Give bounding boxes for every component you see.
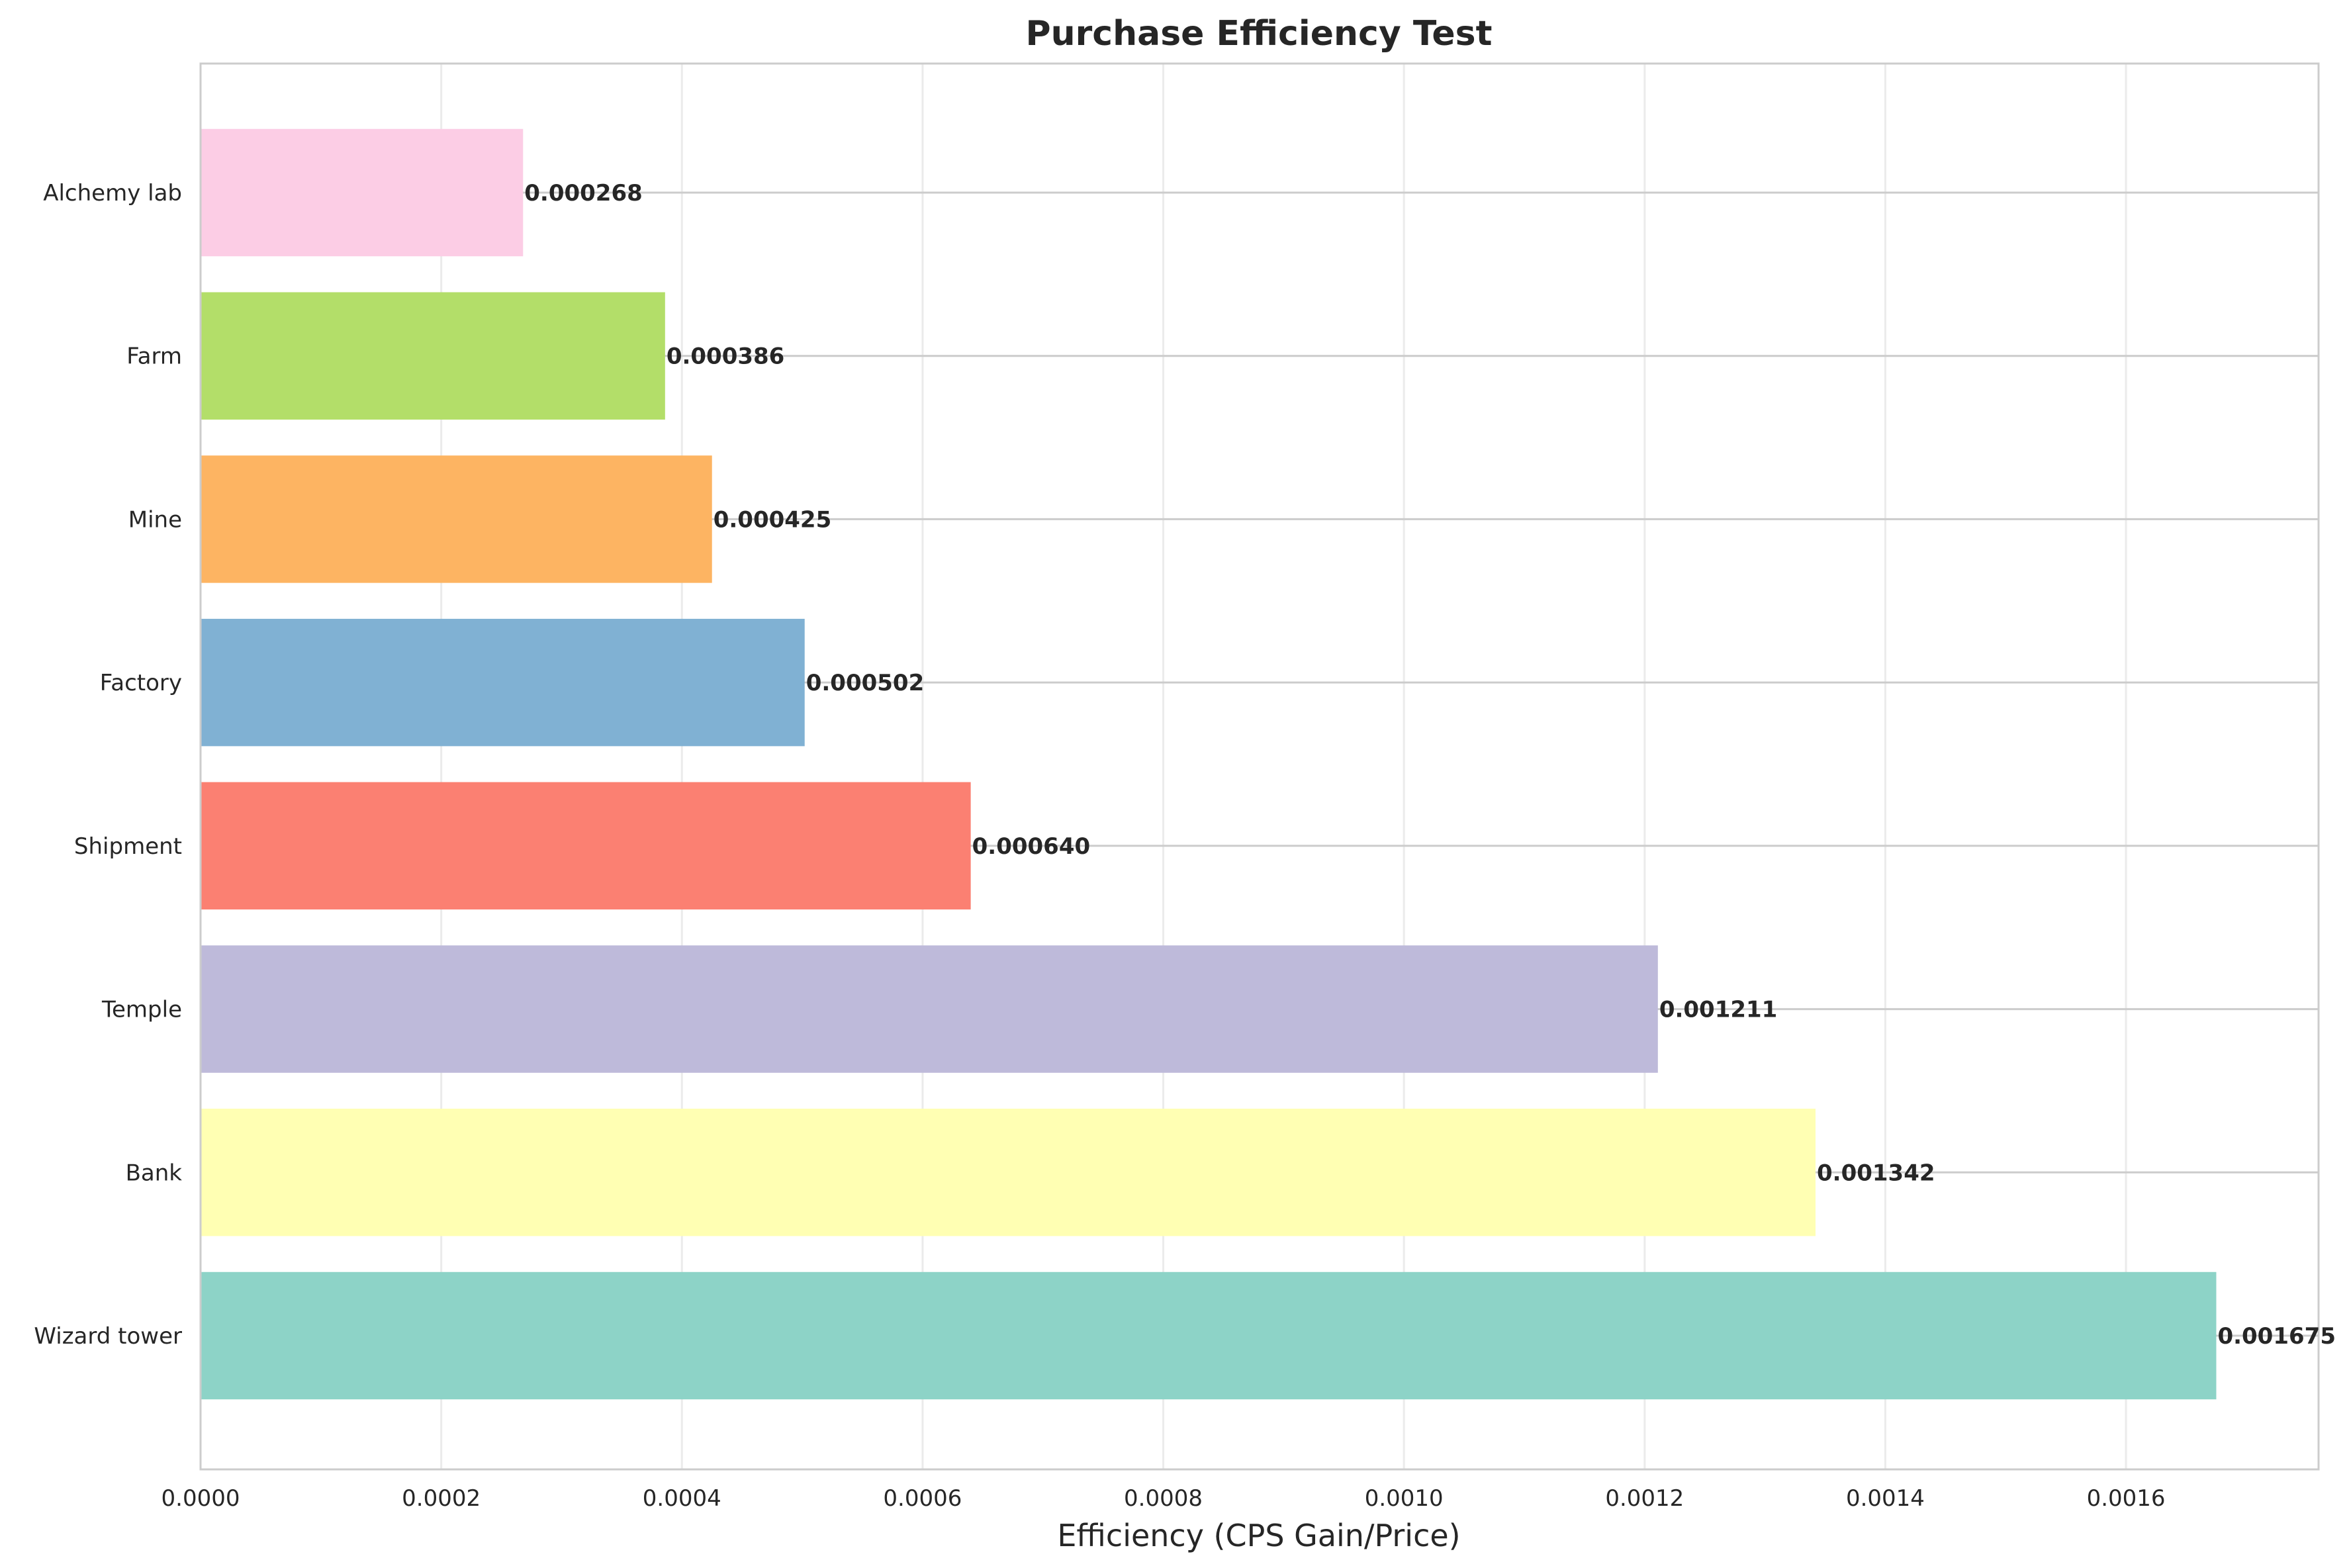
x-tick-label: 0.0010	[1365, 1485, 1444, 1512]
y-tick-label: Temple	[101, 997, 182, 1023]
y-tick-label: Mine	[128, 506, 182, 533]
bar	[201, 782, 971, 910]
y-tick-label: Alchemy lab	[43, 180, 182, 207]
bar	[201, 1109, 1816, 1236]
bars	[201, 128, 2217, 1400]
data-label: 0.000386	[667, 344, 785, 370]
data-labels: 0.001675 0.001342 0.001211 0.000640 0.000502…	[524, 180, 2336, 1350]
x-axis-label: Efficiency (CPS Gain/Price)	[1057, 1518, 1460, 1553]
bar	[201, 1271, 2217, 1400]
y-tick-label: Bank	[126, 1160, 183, 1186]
y-tick-label: Farm	[126, 344, 182, 370]
bar	[201, 128, 524, 257]
plot-frame	[199, 62, 2320, 1471]
data-label: 0.000502	[806, 670, 925, 696]
x-tick-label: 0.0000	[161, 1485, 240, 1512]
bar	[201, 618, 805, 747]
x-tick-label: 0.0008	[1124, 1485, 1203, 1512]
x-tick-label: 0.0014	[1846, 1485, 1925, 1512]
data-label: 0.001675	[2217, 1323, 2336, 1350]
data-label: 0.001342	[1817, 1160, 1935, 1186]
data-label: 0.000425	[714, 506, 832, 533]
data-label: 0.001211	[1659, 997, 1778, 1023]
y-tick-label: Wizard tower	[34, 1323, 182, 1350]
x-tick-label: 0.0004	[643, 1485, 721, 1512]
data-label: 0.000268	[524, 180, 643, 207]
y-tick-labels: Wizard tower Bank Temple Shipment Factory Min…	[34, 180, 182, 1350]
chart-title: Purchase Efficiency Test	[1026, 14, 1493, 54]
x-tick-label: 0.0002	[402, 1485, 481, 1512]
bar	[201, 292, 665, 420]
bar	[201, 945, 1658, 1073]
y-tick-label: Factory	[100, 670, 182, 696]
y-tick-label: Shipment	[74, 833, 182, 860]
x-tick-label: 0.0006	[883, 1485, 962, 1512]
x-tick-label: 0.0012	[1605, 1485, 1684, 1512]
data-label: 0.000640	[972, 833, 1091, 860]
x-tick-label: 0.0016	[2087, 1485, 2166, 1512]
x-tick-labels: 0.0000 0.0002 0.0004 0.0006 0.0008 0.0010 0.00…	[161, 1485, 2166, 1512]
bar	[201, 455, 712, 583]
